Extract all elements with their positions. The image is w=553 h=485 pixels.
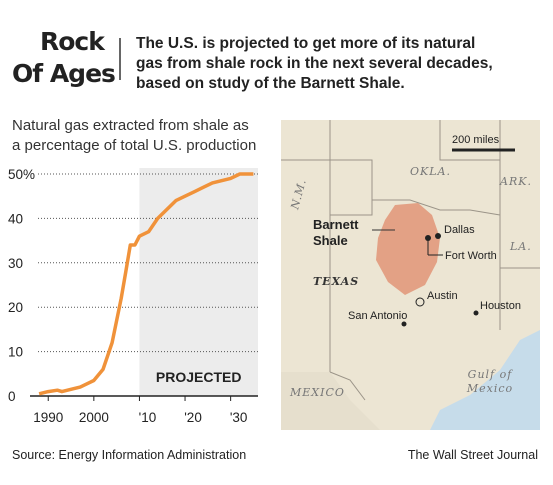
state-label: ARK. [499,175,532,188]
gulf [430,330,540,430]
state-label: TEXAS [313,275,359,288]
x-tick-label: '30 [230,410,248,425]
x-tick-label: 1990 [33,410,63,425]
city-label: Dallas [444,224,475,236]
gulf-label: Gulf of [468,368,514,381]
map: 200 miles OKLA. N.M. ARK. LA. TEXAS MEXI… [281,120,540,430]
scale-label: 200 miles [452,134,500,146]
mexico [281,372,380,430]
shale-label: Shale [313,233,348,248]
x-tick-label: 2000 [79,410,109,425]
projected-label: PROJECTED [156,369,242,385]
source: Source: Energy Information Administratio… [12,448,246,462]
title: Of Ages [12,59,115,88]
capital-dot [415,297,425,307]
credit: The Wall Street Journal [408,448,538,462]
shale-label: Barnett [313,217,359,232]
border [281,120,540,401]
description: gas from shale rock in the next several … [136,55,493,72]
x-tick-label: '10 [139,410,157,425]
description: The U.S. is projected to get more of its… [136,35,475,52]
data-line [38,172,254,396]
state-label: LA. [509,240,532,253]
y-tick-label: 30 [8,256,23,271]
y-tick-label: 0 [8,389,16,404]
city-dot [401,321,407,327]
city-label: Austin [427,290,458,302]
state-label: MEXICO [289,386,345,399]
chart-subtitle: a percentage of total U.S. production [12,137,256,154]
barnett-shale [376,203,440,295]
city-label: Houston [480,300,521,312]
city-dot [473,310,479,316]
y-tick-label: 40 [8,211,23,226]
title: Rock [40,27,106,56]
gulf-label: Mexico [466,382,513,395]
description: based on study of the Barnett Shale. [136,75,405,92]
city-label: San Antonio [348,310,407,322]
y-tick-label: 20 [8,300,23,315]
city-label: Fort Worth [445,250,497,262]
y-tick-label: 50% [8,167,35,182]
state-label: OKLA. [410,165,451,178]
projected-region [139,168,258,396]
x-tick-label: '20 [184,410,202,425]
chart-subtitle: Natural gas extracted from shale as [12,117,249,134]
city-dot [435,233,441,239]
y-tick-label: 10 [8,345,23,360]
